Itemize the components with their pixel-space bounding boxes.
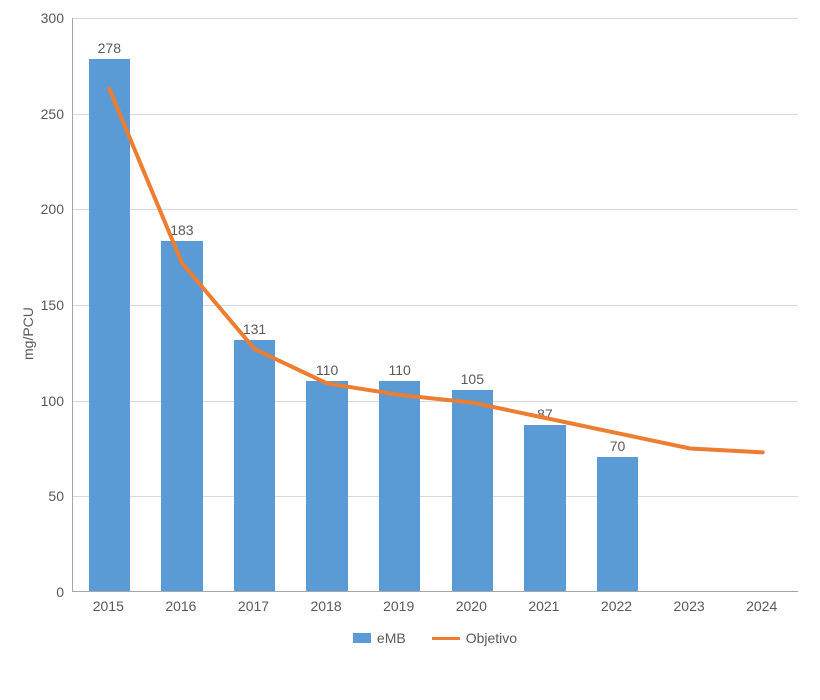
x-tick-label: 2019 xyxy=(383,598,414,614)
x-tick-label: 2018 xyxy=(311,598,342,614)
y-axis-title: mg/PCU xyxy=(20,307,36,360)
y-tick-label: 300 xyxy=(14,10,64,26)
legend: eMB Objetivo xyxy=(72,630,798,646)
y-tick-label: 150 xyxy=(14,297,64,313)
legend-item: eMB xyxy=(353,630,406,646)
x-tick-label: 2022 xyxy=(601,598,632,614)
x-tick-label: 2021 xyxy=(528,598,559,614)
y-tick-label: 100 xyxy=(14,393,64,409)
legend-item: Objetivo xyxy=(432,630,517,646)
x-tick-label: 2016 xyxy=(165,598,196,614)
y-tick-label: 250 xyxy=(14,106,64,122)
x-tick-label: 2015 xyxy=(93,598,124,614)
objetivo-line xyxy=(73,18,799,592)
y-tick-label: 50 xyxy=(14,488,64,504)
chart-container: mg/PCU 0 50 100 150 200 250 300 27818313111011… xyxy=(0,0,820,700)
legend-label: eMB xyxy=(377,630,406,646)
x-tick-label: 2020 xyxy=(456,598,487,614)
legend-label: Objetivo xyxy=(466,630,517,646)
x-tick-label: 2017 xyxy=(238,598,269,614)
x-axis-ticks: 2015 2016 2017 2018 2019 2020 2021 2022 2023 2024 xyxy=(72,592,798,622)
x-tick-label: 2023 xyxy=(674,598,705,614)
y-tick-label: 0 xyxy=(14,584,64,600)
y-tick-label: 200 xyxy=(14,201,64,217)
legend-swatch-bar-icon xyxy=(353,633,371,643)
legend-swatch-line-icon xyxy=(432,637,460,640)
x-tick-label: 2024 xyxy=(746,598,777,614)
plot-area: 2781831311101101058770 xyxy=(72,18,798,592)
